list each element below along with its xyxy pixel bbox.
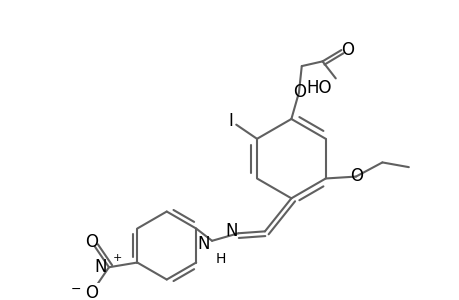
Text: O: O [85,284,98,300]
Text: −: − [71,284,81,296]
Text: N: N [197,235,210,253]
Text: O: O [293,82,306,100]
Text: +: + [112,253,122,263]
Text: O: O [85,233,98,251]
Text: N: N [95,258,107,276]
Text: N: N [224,222,237,240]
Text: H: H [215,252,226,266]
Text: O: O [350,167,363,184]
Text: I: I [228,112,233,130]
Text: O: O [341,41,354,59]
Text: HO: HO [306,79,331,97]
